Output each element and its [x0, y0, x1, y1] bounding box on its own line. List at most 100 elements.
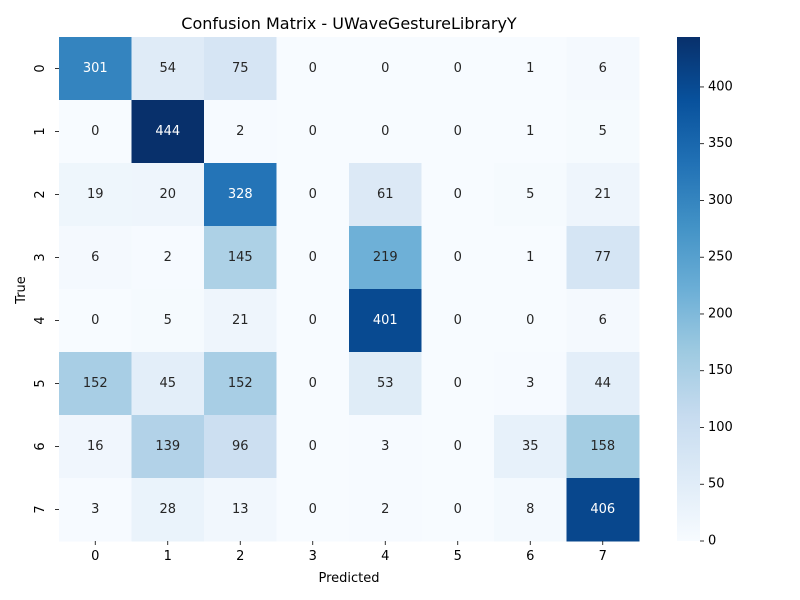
cell-value-label: 0 — [381, 124, 389, 139]
heatmap-cell — [276, 100, 350, 164]
cell-value-label: 0 — [526, 313, 534, 328]
heatmap-cell — [494, 226, 567, 290]
cell-value-label: 0 — [309, 124, 317, 139]
x-axis-ticks: 0 1 2 3 4 5 6 7 — [91, 541, 607, 564]
heatmap-cell — [276, 352, 350, 416]
cell-value-label: 0 — [454, 439, 462, 454]
heatmap-cell — [131, 100, 205, 164]
heatmap-cell — [349, 163, 422, 227]
y-tick-label: 0 — [33, 64, 48, 72]
cell-value-label: 5 — [164, 313, 172, 328]
cell-value-label: 0 — [91, 313, 99, 328]
cell-value-label: 3 — [526, 376, 534, 391]
heatmap-cell — [349, 289, 422, 353]
heatmap-cell — [566, 226, 640, 290]
heatmap-cell — [59, 415, 132, 479]
heatmap-cell — [204, 415, 277, 479]
heatmap-cell — [276, 289, 350, 353]
heatmap-cell — [204, 289, 277, 353]
cell-value-label: 219 — [373, 250, 398, 265]
cell-value-label: 3 — [381, 439, 389, 454]
cell-value-label: 444 — [155, 124, 180, 139]
heatmap-cell — [59, 37, 132, 101]
cell-value-label: 16 — [87, 439, 104, 454]
heatmap-cell — [349, 226, 422, 290]
cell-value-label: 152 — [83, 376, 108, 391]
heatmap-cell — [204, 163, 277, 227]
heatmap-cell — [494, 100, 567, 164]
heatmap-cell — [349, 37, 422, 101]
y-tick-label: 3 — [33, 253, 48, 261]
cell-value-label: 21 — [594, 187, 611, 202]
heatmap-cell — [204, 352, 277, 416]
colorbar-tick-label: 300 — [708, 193, 733, 208]
x-tick-label: 2 — [236, 549, 244, 564]
x-tick-label: 0 — [91, 549, 99, 564]
heatmap-cell — [59, 352, 132, 416]
cell-value-label: 158 — [590, 439, 615, 454]
heatmap-cell — [204, 226, 277, 290]
heatmap-cell — [566, 352, 640, 416]
cell-value-label: 3 — [91, 502, 99, 517]
heatmap-cell — [349, 100, 422, 164]
colorbar-gradient — [677, 37, 700, 541]
cell-value-label: 35 — [522, 439, 539, 454]
colorbar: 0 50 100 150 200 250 300 350 400 — [677, 37, 733, 549]
heatmap-cell — [276, 478, 350, 542]
heatmap-cell — [131, 37, 205, 101]
heatmap-cell — [566, 478, 640, 542]
cell-value-label: 19 — [87, 187, 104, 202]
cell-value-label: 0 — [454, 502, 462, 517]
cell-value-label: 44 — [594, 376, 611, 391]
chart-title: Confusion Matrix - UWaveGestureLibraryY — [181, 14, 517, 33]
heatmap-cell — [494, 289, 567, 353]
heatmap-cell — [276, 226, 350, 290]
heatmap-cell — [421, 226, 495, 290]
y-tick-label: 4 — [33, 316, 48, 324]
cell-value-label: 13 — [232, 502, 249, 517]
cell-value-label: 2 — [381, 502, 389, 517]
cell-value-label: 139 — [155, 439, 180, 454]
cell-value-label: 5 — [599, 124, 607, 139]
cell-value-label: 6 — [91, 250, 99, 265]
cell-value-label: 0 — [309, 502, 317, 517]
cell-value-label: 0 — [454, 250, 462, 265]
cell-value-label: 301 — [83, 61, 108, 76]
cell-value-label: 75 — [232, 61, 249, 76]
colorbar-tick-label: 50 — [708, 477, 725, 492]
heatmap-cell — [566, 289, 640, 353]
heatmap-cell — [421, 163, 495, 227]
cell-value-label: 0 — [381, 61, 389, 76]
heatmap-cell — [494, 163, 567, 227]
heatmap-cell — [276, 37, 350, 101]
cell-value-label: 0 — [309, 439, 317, 454]
cell-value-label: 96 — [232, 439, 249, 454]
cell-value-label: 8 — [526, 502, 534, 517]
cell-value-label: 2 — [164, 250, 172, 265]
heatmap-cell — [494, 415, 567, 479]
cell-value-label: 0 — [454, 376, 462, 391]
cell-value-label: 0 — [454, 124, 462, 139]
heatmap-cell — [566, 163, 640, 227]
heatmap-cell — [204, 37, 277, 101]
heatmap-cell — [131, 415, 205, 479]
cell-value-label: 0 — [454, 61, 462, 76]
y-axis-label: True — [14, 276, 29, 305]
cell-value-label: 0 — [454, 187, 462, 202]
cell-value-label: 45 — [159, 376, 176, 391]
heatmap-cell — [131, 289, 205, 353]
y-tick-label: 7 — [33, 505, 48, 513]
cell-value-label: 1 — [526, 250, 534, 265]
x-tick-label: 1 — [164, 549, 172, 564]
x-tick-label: 5 — [454, 549, 462, 564]
cell-value-label: 21 — [232, 313, 249, 328]
heatmap-cell — [276, 163, 350, 227]
cell-value-label: 0 — [454, 313, 462, 328]
heatmap-cell — [421, 352, 495, 416]
heatmap-cell — [421, 100, 495, 164]
y-tick-label: 5 — [33, 379, 48, 387]
x-tick-label: 6 — [526, 549, 534, 564]
cell-value-label: 6 — [599, 61, 607, 76]
heatmap-cell — [566, 37, 640, 101]
